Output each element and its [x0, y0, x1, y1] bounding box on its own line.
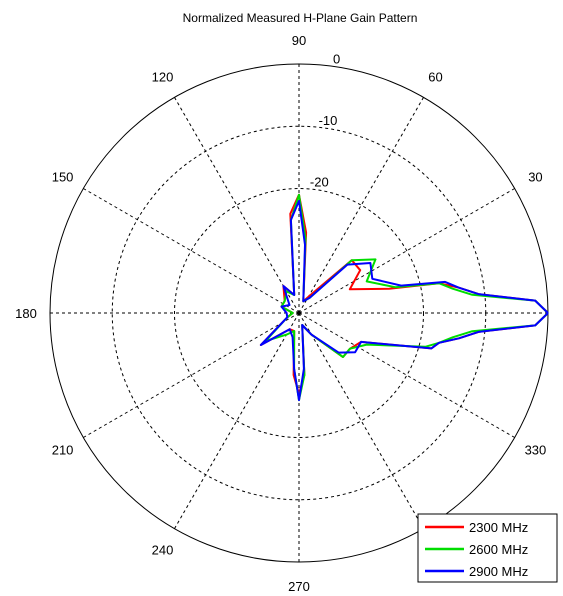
radial-tick-label: -20 — [310, 175, 329, 190]
grid-ring — [111, 125, 487, 501]
angle-tick-label: 60 — [428, 70, 442, 85]
radial-tick-labels: -20 -10 0 — [310, 51, 340, 189]
angle-tick-labels: 30 60 90 120 150 180 210 240 270 330 — [15, 33, 546, 594]
grid-ring — [174, 188, 424, 438]
angle-tick-label: 90 — [292, 33, 306, 48]
polar-grid — [49, 63, 549, 563]
angle-tick-label: 270 — [288, 579, 310, 594]
radial-tick-label: 0 — [333, 51, 340, 66]
legend-label: 2900 MHz — [469, 564, 528, 579]
angle-tick-label: 120 — [152, 70, 174, 85]
series-line — [264, 193, 549, 402]
angle-tick-label: 30 — [528, 170, 542, 185]
series-line — [259, 199, 549, 402]
chart-title: Normalized Measured H-Plane Gain Pattern — [183, 11, 418, 25]
angle-tick-label: 180 — [15, 306, 37, 321]
legend-label: 2300 MHz — [469, 520, 528, 535]
angle-tick-label: 330 — [525, 443, 547, 458]
angle-tick-label: 240 — [152, 542, 174, 557]
series-lines — [259, 193, 549, 402]
radial-tick-label: -10 — [319, 113, 338, 128]
legend: 2300 MHz 2600 MHz 2900 MHz — [417, 513, 558, 583]
legend-label: 2600 MHz — [469, 542, 528, 557]
angle-tick-label: 210 — [52, 443, 74, 458]
grid-spoke — [298, 97, 424, 314]
grid-spoke — [174, 97, 300, 314]
angle-tick-label: 150 — [52, 170, 74, 185]
